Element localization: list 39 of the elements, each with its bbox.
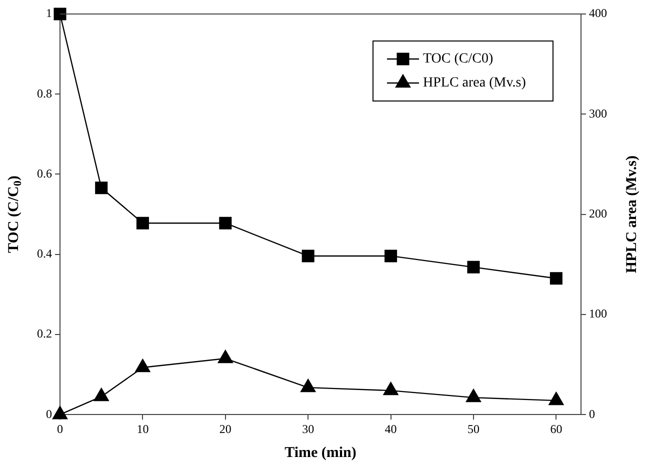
point xyxy=(300,378,316,392)
y-axis-title: TOC (C/C0) xyxy=(6,176,24,253)
x-tick-label: 10 xyxy=(136,422,149,436)
point xyxy=(54,8,66,20)
y-tick-label: 0.8 xyxy=(37,86,52,100)
x-tick-label: 60 xyxy=(550,422,562,436)
legend-label: HPLC area (Mv.s) xyxy=(423,76,526,91)
y-tick-label: 0.6 xyxy=(37,166,52,180)
y2-tick-label: 200 xyxy=(589,206,607,220)
y2-tick-label: 400 xyxy=(589,6,607,20)
point xyxy=(94,388,109,402)
x-tick-label: 0 xyxy=(57,422,63,436)
point xyxy=(548,392,564,406)
y2-tick-label: 0 xyxy=(589,406,595,421)
y2-tick-label: 100 xyxy=(589,306,607,321)
point xyxy=(467,260,480,274)
point xyxy=(218,350,233,364)
x-tick-label: 20 xyxy=(219,422,232,436)
x-axis-title: Time (min) xyxy=(284,444,356,461)
point xyxy=(466,388,482,402)
point xyxy=(219,216,232,230)
point xyxy=(95,182,108,194)
y-tick-label: 0 xyxy=(46,406,52,421)
point xyxy=(302,250,314,262)
x-tick-label: 50 xyxy=(467,422,480,436)
y-tick-label: 0.4 xyxy=(37,246,52,261)
x-tick-label: 30 xyxy=(302,422,314,436)
point xyxy=(52,406,68,420)
y-tick-label: 0.2 xyxy=(37,326,52,341)
point xyxy=(384,250,398,262)
y-tick-label: 1 xyxy=(46,6,52,20)
point xyxy=(135,358,150,372)
point xyxy=(550,272,562,285)
point xyxy=(383,382,398,396)
legend-label: TOC (C/C0) xyxy=(423,52,494,67)
point xyxy=(136,216,149,230)
x-tick-label: 40 xyxy=(384,422,397,436)
y2-tick-label: 300 xyxy=(589,106,607,120)
y2-axis-title: HPLC area (Mv.s) xyxy=(624,155,640,274)
